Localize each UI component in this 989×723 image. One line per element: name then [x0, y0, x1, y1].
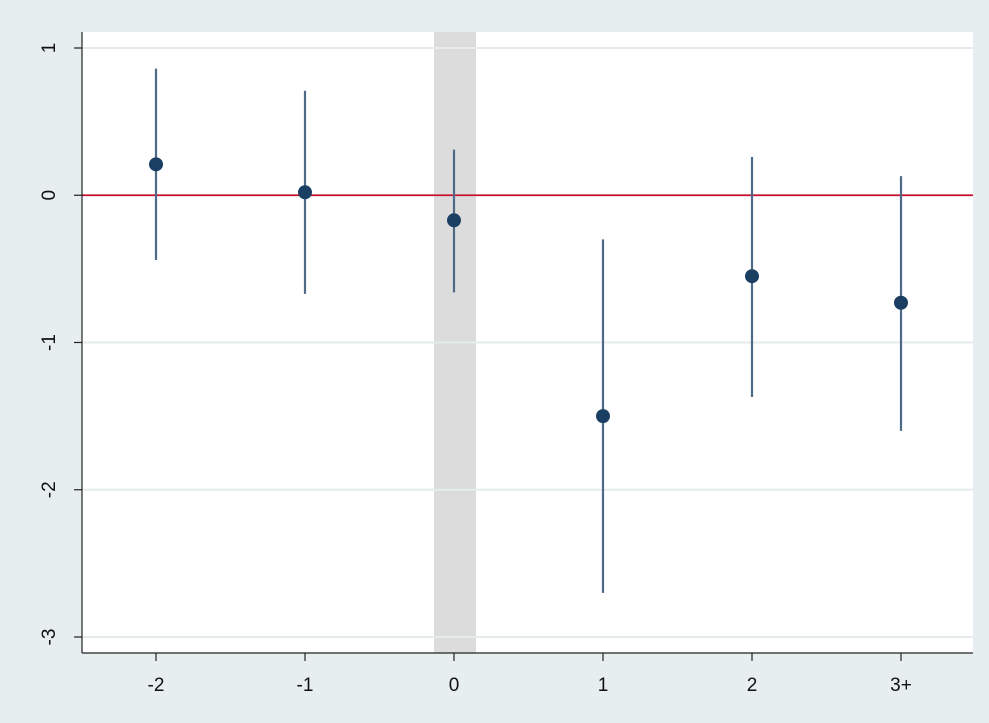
y-tick-label: 1: [39, 43, 60, 54]
y-tick-label: 0: [39, 190, 60, 201]
point-estimate-2: [447, 213, 461, 228]
x-tick-label: -2: [148, 675, 165, 696]
point-estimate-5: [894, 295, 908, 310]
point-estimate-3: [596, 409, 610, 424]
x-tick-label: 0: [449, 675, 460, 696]
point-estimate-4: [745, 269, 759, 284]
y-tick-label: -1: [39, 334, 60, 351]
y-tick-label: -3: [39, 629, 60, 646]
x-tick-label: -1: [297, 675, 314, 696]
x-tick-label: 2: [747, 675, 758, 696]
y-tick-label: -2: [39, 481, 60, 498]
x-tick-label: 3+: [890, 675, 912, 696]
point-estimate-0: [149, 157, 163, 172]
point-estimate-1: [298, 185, 312, 200]
x-tick-label: 1: [598, 675, 609, 696]
